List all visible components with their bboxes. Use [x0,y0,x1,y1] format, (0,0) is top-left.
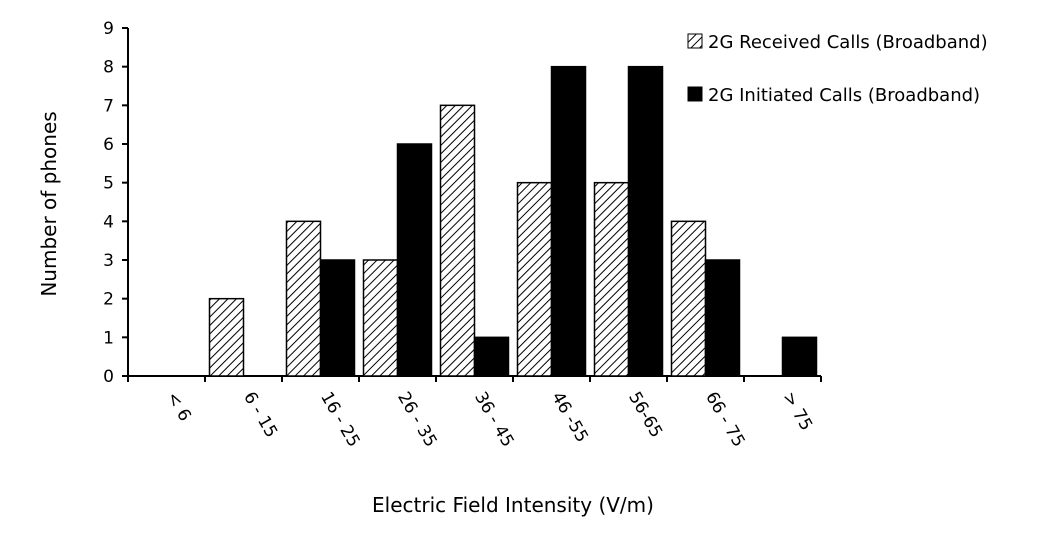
x-axis: < 6 6 - 15 16 - 25 26 - 35 36 - 45 46 -55 56-6… [127,375,822,451]
y-tick-label: 3 [103,251,114,271]
bar-initiated-calls [704,259,741,377]
bars [208,65,818,377]
y-axis: 0 1 2 3 4 5 6 7 8 9 [103,19,129,387]
x-tick-label: 26 - 35 [393,389,440,451]
bar-initiated-calls [627,65,664,377]
x-tick-label: 56-65 [624,389,666,442]
bar-initiated-calls [473,336,510,377]
x-tick-label: 6 - 15 [239,389,281,442]
y-tick-label: 0 [103,367,114,387]
legend-item: 2G Received Calls (Broadband) [687,32,988,53]
x-tick-label: 16 - 25 [316,389,363,451]
bar-initiated-calls [396,143,433,377]
legend-item: 2G Initiated Calls (Broadband) [687,85,980,106]
bar-initiated-calls [319,259,356,377]
legend-label: 2G Received Calls (Broadband) [708,32,988,53]
bar-received-calls [208,297,245,377]
bar-received-calls [362,259,399,377]
bar-received-calls [439,104,476,377]
legend-swatch [687,86,703,102]
legend-swatch [687,33,703,49]
y-tick-label: 8 [103,58,114,78]
bar-received-calls [516,181,553,377]
legend: 2G Received Calls (Broadband) 2G Initiate… [687,32,988,106]
x-axis-title: Electric Field Intensity (V/m) [372,493,654,517]
x-tick-label: 46 -55 [547,389,592,446]
y-tick-label: 5 [103,174,114,194]
x-tick-label: > 75 [778,389,816,435]
legend-label: 2G Initiated Calls (Broadband) [708,85,980,106]
y-tick-label: 7 [103,96,114,116]
y-tick-label: 2 [103,290,114,310]
bar-received-calls [285,220,322,377]
bar-received-calls [593,181,630,377]
y-tick-label: 9 [103,19,114,39]
y-tick-label: 4 [103,212,114,232]
bar-received-calls [670,220,707,377]
y-axis-title: Number of phones [37,111,61,296]
axis-labels: Number of phones Electric Field Intensit… [37,111,654,517]
y-tick-label: 6 [103,135,114,155]
bar-initiated-calls [781,336,818,377]
bar-initiated-calls [550,65,587,377]
y-tick-label: 1 [103,328,114,348]
x-tick-label: < 6 [162,389,195,425]
x-tick-label: 36 - 45 [470,389,517,451]
x-tick-label: 66 - 75 [701,389,748,451]
